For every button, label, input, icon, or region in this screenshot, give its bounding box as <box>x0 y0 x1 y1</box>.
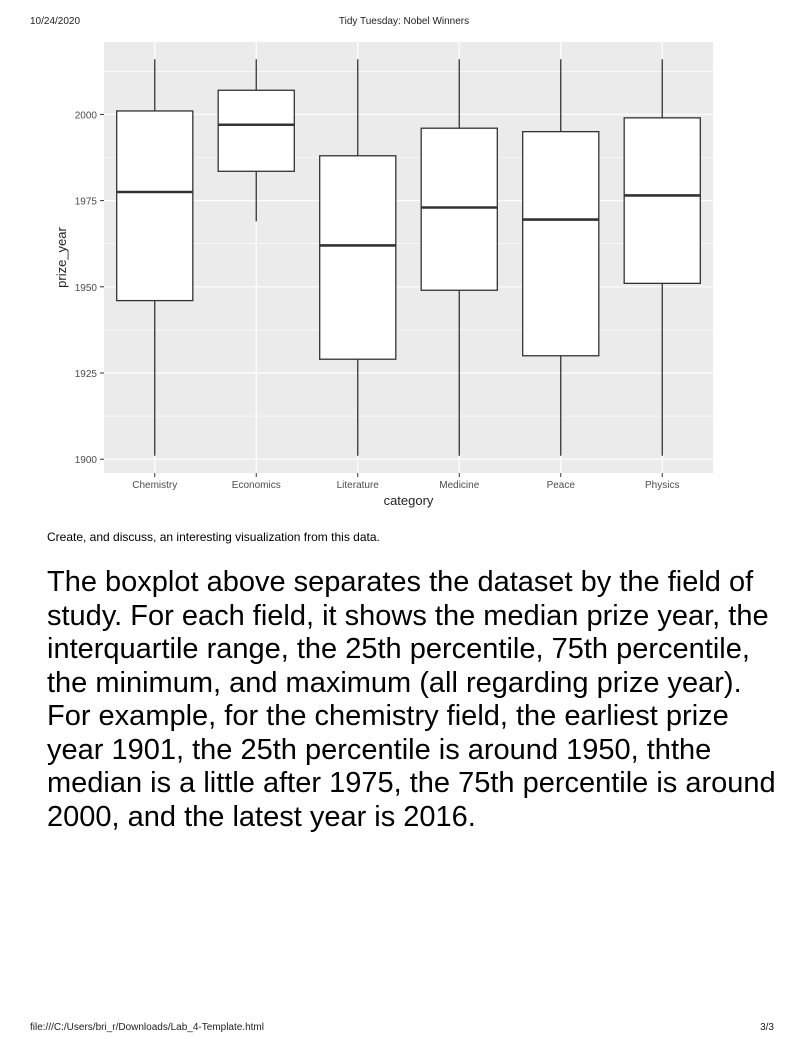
y-tick-label: 1950 <box>75 283 98 294</box>
page-title: Tidy Tuesday: Nobel Winners <box>338 16 470 27</box>
print-date: 10/24/2020 <box>30 16 81 27</box>
x-tick-label-medicine: Medicine <box>439 480 479 491</box>
box-chemistry <box>116 110 194 302</box>
plot-panel <box>104 42 713 473</box>
y-tick-label: 1925 <box>75 369 98 380</box>
footer-file-path: file:///C:/Users/bri_r/Downloads/Lab_4-T… <box>30 1022 264 1033</box>
y-tick-label: 2000 <box>75 110 98 121</box>
x-tick-label-peace: Peace <box>547 480 576 491</box>
boxplot-chart: 1900 1925 1950 1975 2000 Chemistry Economics Li… <box>54 42 713 508</box>
page-number: 3/3 <box>760 1022 774 1033</box>
y-axis-title: prize_year <box>54 226 69 287</box>
box-economics <box>217 89 295 172</box>
y-tick-label: 1900 <box>75 455 98 466</box>
box-medicine <box>420 127 498 291</box>
box-physics <box>623 117 701 285</box>
x-tick-label-literature: Literature <box>337 480 380 491</box>
x-tick-label-economics: Economics <box>232 480 281 491</box>
y-tick-label: 1975 <box>75 197 98 208</box>
prompt-text: Create, and discuss, an interesting visu… <box>47 530 380 544</box>
box-peace <box>522 130 600 357</box>
x-axis-title: category <box>384 493 434 508</box>
x-tick-label-physics: Physics <box>645 480 679 491</box>
answer-text: The boxplot above separates the dataset … <box>47 566 776 833</box>
x-tick-label-chemistry: Chemistry <box>132 480 177 491</box>
box-literature <box>319 155 397 360</box>
